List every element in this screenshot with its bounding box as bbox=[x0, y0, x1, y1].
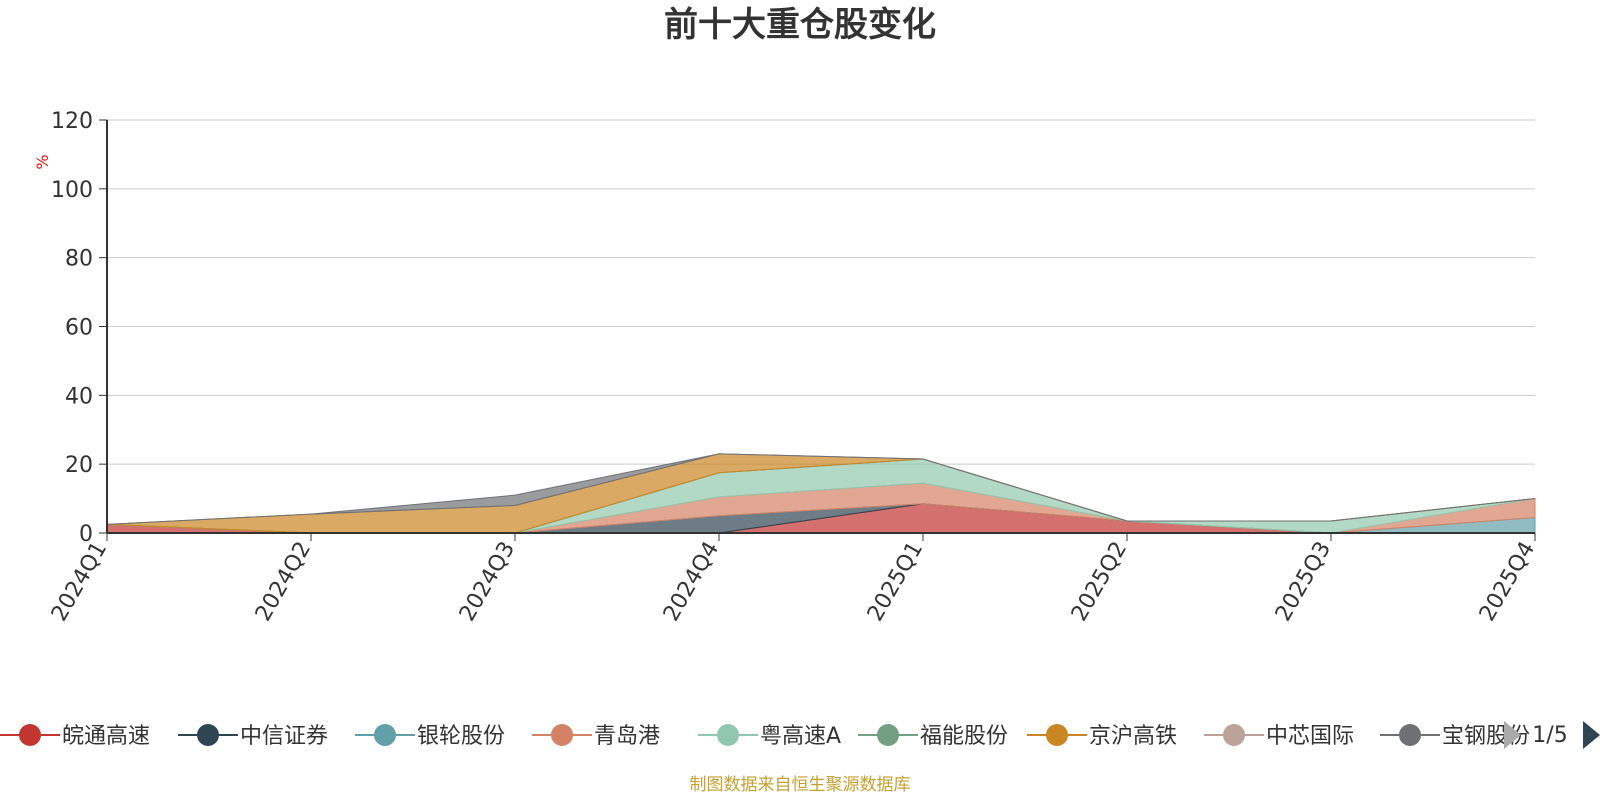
x-tick-label: 2025Q1 bbox=[863, 538, 928, 626]
y-tick-label: 40 bbox=[65, 384, 93, 409]
legend-label: 粤高速A bbox=[760, 724, 841, 749]
x-tick-label: 2024Q4 bbox=[659, 538, 724, 626]
legend-label: 京沪高铁 bbox=[1089, 724, 1177, 749]
legend-label: 银轮股份 bbox=[417, 724, 505, 749]
legend-label: 中信证券 bbox=[240, 724, 328, 749]
legend-item-宝钢股份[interactable]: 宝钢股份 bbox=[1380, 724, 1530, 749]
chart-title: 前十大重仓股变化 bbox=[664, 5, 936, 45]
y-tick-label: 120 bbox=[51, 109, 93, 134]
data-source-note: 制图数据来自恒生聚源数据库 bbox=[690, 775, 911, 795]
legend-label: 福能股份 bbox=[920, 724, 1008, 749]
y-axis-unit: % bbox=[33, 154, 52, 169]
legend-item-皖通高速[interactable]: 皖通高速 bbox=[0, 724, 150, 749]
x-tick-label: 2024Q2 bbox=[251, 538, 316, 626]
legend-pager: 1/5 bbox=[1504, 721, 1600, 749]
legend-marker bbox=[1046, 724, 1068, 746]
x-tick-label: 2025Q2 bbox=[1067, 538, 1132, 626]
legend-item-青岛港[interactable]: 青岛港 bbox=[532, 724, 660, 749]
x-axis-ticks: 2024Q1 2024Q2 2024Q3 2024Q4 2025Q1 2025Q2 2025… bbox=[47, 533, 1540, 626]
x-tick-label: 2025Q3 bbox=[1271, 538, 1336, 626]
x-tick-label: 2024Q1 bbox=[47, 538, 112, 626]
x-tick-label: 2025Q4 bbox=[1475, 538, 1540, 626]
legend-item-京沪高铁[interactable]: 京沪高铁 bbox=[1027, 724, 1177, 749]
legend-item-中芯国际[interactable]: 中芯国际 bbox=[1204, 724, 1354, 749]
y-axis-ticks: 0 20 40 60 80 100 120 bbox=[51, 109, 107, 547]
y-tick-label: 80 bbox=[65, 247, 93, 272]
y-tick-label: 100 bbox=[51, 178, 93, 203]
area-series bbox=[106, 453, 1536, 534]
legend-marker bbox=[1399, 724, 1421, 746]
legend-marker bbox=[551, 724, 573, 746]
legend: 皖通高速 中信证券 银轮股份 青岛港 粤高速A 福能股份 京沪高铁 中芯国际 宝钢股份 bbox=[0, 724, 1530, 749]
legend-label: 青岛港 bbox=[594, 724, 660, 749]
y-tick-label: 60 bbox=[65, 316, 93, 341]
legend-item-银轮股份[interactable]: 银轮股份 bbox=[355, 724, 505, 749]
y-tick-label: 0 bbox=[79, 522, 93, 547]
y-tick-label: 20 bbox=[65, 453, 93, 478]
legend-item-福能股份[interactable]: 福能股份 bbox=[858, 724, 1008, 749]
legend-marker bbox=[717, 724, 739, 746]
legend-item-中信证券[interactable]: 中信证券 bbox=[178, 724, 328, 749]
legend-marker bbox=[197, 724, 219, 746]
legend-label: 中芯国际 bbox=[1266, 724, 1354, 749]
gridlines bbox=[107, 119, 1535, 465]
legend-marker bbox=[19, 724, 41, 746]
legend-next-button[interactable] bbox=[1583, 721, 1600, 749]
legend-marker bbox=[374, 724, 396, 746]
legend-marker bbox=[877, 724, 899, 746]
legend-item-粤高速A[interactable]: 粤高速A bbox=[698, 724, 841, 749]
legend-page-indicator: 1/5 bbox=[1532, 723, 1567, 748]
x-tick-label: 2024Q3 bbox=[455, 538, 520, 626]
legend-label: 皖通高速 bbox=[62, 724, 150, 749]
legend-marker bbox=[1223, 724, 1245, 746]
legend-prev-button[interactable] bbox=[1504, 721, 1521, 749]
